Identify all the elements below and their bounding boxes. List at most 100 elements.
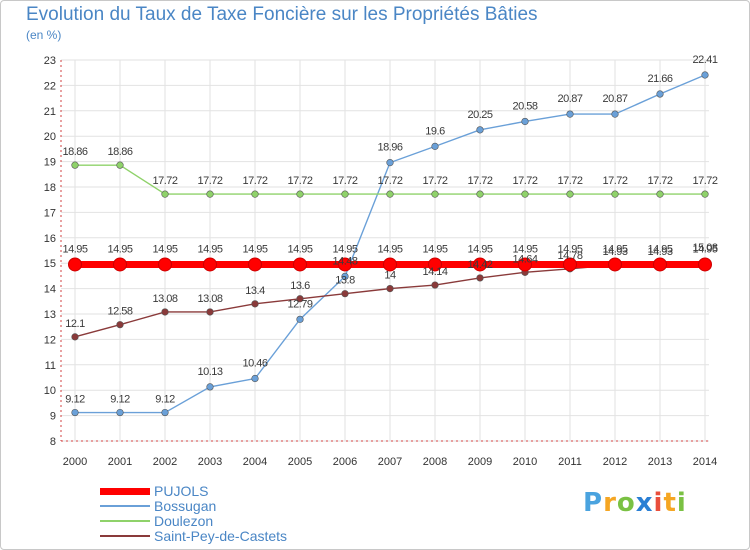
- data-point: [68, 257, 82, 272]
- data-label: 14.95: [602, 243, 627, 255]
- data-point: [248, 257, 262, 272]
- logo-letter: t: [663, 488, 677, 518]
- logo-letter: P: [583, 488, 604, 518]
- data-point: [428, 257, 442, 272]
- logo-letter: r: [603, 488, 617, 518]
- data-label: 17.72: [512, 175, 537, 187]
- data-point: [473, 257, 487, 272]
- legend-swatch-doulezon: [100, 520, 150, 522]
- data-point: [161, 308, 169, 316]
- data-point: [386, 190, 394, 198]
- data-point: [338, 257, 352, 272]
- data-label: 13.4: [245, 285, 265, 297]
- data-label: 14.95: [512, 243, 537, 255]
- data-label: 14.95: [62, 243, 87, 255]
- logo-letter: i: [676, 488, 687, 518]
- data-point: [251, 300, 259, 308]
- data-label: 14.95: [152, 243, 177, 255]
- data-label: 12.1: [65, 318, 85, 330]
- data-label: 12.58: [107, 306, 132, 318]
- x-tick-label: 2003: [198, 456, 222, 468]
- x-tick-label: 2004: [243, 456, 267, 468]
- logo-letter: i: [653, 488, 664, 518]
- data-point: [251, 374, 259, 383]
- data-label: 17.72: [557, 175, 582, 187]
- data-point: [611, 110, 619, 118]
- data-point: [203, 257, 217, 272]
- legend-swatch-pujols: [100, 488, 150, 495]
- data-point: [206, 190, 214, 198]
- x-tick-label: 2002: [153, 456, 177, 468]
- logo-letter: x: [635, 488, 654, 518]
- x-tick-label: 2013: [648, 456, 672, 468]
- data-point: [431, 281, 439, 289]
- y-tick-label: 13: [44, 309, 56, 321]
- data-label: 14.95: [557, 243, 582, 255]
- data-point: [698, 257, 712, 272]
- data-label: 18.86: [62, 146, 87, 158]
- data-label: 14.95: [467, 243, 492, 255]
- data-point: [116, 321, 124, 329]
- data-label: 13.6: [290, 280, 310, 292]
- data-point: [563, 257, 577, 272]
- legend-swatch-saint-pey-de-castets: [100, 535, 150, 537]
- data-label: 14: [384, 270, 396, 282]
- data-label: 17.72: [647, 175, 672, 187]
- data-label: 17.72: [287, 175, 312, 187]
- data-label: 14.48: [332, 255, 357, 267]
- data-point: [293, 257, 307, 272]
- data-label: 18.86: [107, 146, 132, 158]
- y-tick-label: 9: [50, 411, 56, 423]
- y-tick-label: 16: [44, 233, 56, 245]
- y-tick-label: 18: [44, 182, 56, 194]
- data-label: 14.95: [332, 243, 357, 255]
- chart-title: Evolution du Taux de Taxe Foncière sur l…: [26, 4, 538, 25]
- data-label: 14.95: [692, 243, 717, 255]
- data-point: [161, 408, 169, 417]
- data-point: [386, 159, 394, 167]
- data-label: 17.72: [467, 175, 492, 187]
- data-label: 14.95: [242, 243, 267, 255]
- legend-label-bossugan: Bossugan: [154, 498, 217, 514]
- legend-label-doulezon: Doulezon: [154, 513, 214, 529]
- data-label: 17.72: [692, 175, 717, 187]
- legend-label-pujols: PUJOLS: [154, 483, 209, 499]
- data-label: 20.58: [512, 100, 537, 112]
- data-point: [431, 142, 439, 150]
- data-label: 17.72: [377, 175, 402, 187]
- data-point: [161, 190, 169, 198]
- data-label: 14.95: [647, 243, 672, 255]
- grid-layer: [61, 59, 709, 442]
- data-point: [566, 190, 574, 198]
- data-point: [296, 190, 304, 198]
- data-label: 17.72: [332, 175, 357, 187]
- legend-label-saint-pey-de-castets: Saint-Pey-de-Castets: [154, 528, 288, 544]
- y-tick-label: 12: [44, 334, 56, 346]
- x-tick-label: 2010: [513, 456, 537, 468]
- y-tick-label: 14: [44, 284, 56, 296]
- data-point: [566, 110, 574, 118]
- data-point: [296, 315, 304, 323]
- y-tick-label: 22: [44, 80, 56, 92]
- data-point: [656, 90, 664, 98]
- data-point: [386, 285, 394, 293]
- data-point: [116, 408, 124, 417]
- data-point: [71, 161, 79, 169]
- x-tick-label: 2009: [468, 456, 492, 468]
- data-label: 17.72: [242, 175, 267, 187]
- data-label: 9.12: [110, 394, 130, 406]
- y-tick-label: 17: [44, 207, 56, 219]
- y-tick-label: 23: [44, 55, 56, 67]
- data-point: [71, 408, 79, 417]
- data-label: 13.8: [335, 275, 355, 287]
- data-label: 20.87: [557, 93, 582, 105]
- data-point: [476, 190, 484, 198]
- x-tick-label: 2008: [423, 456, 447, 468]
- data-point: [113, 257, 127, 272]
- data-point: [521, 117, 529, 126]
- data-label: 21.66: [647, 73, 672, 85]
- proxiti-logo: Proxiti: [583, 488, 687, 518]
- data-label: 14.95: [287, 243, 312, 255]
- data-label: 14.95: [377, 243, 402, 255]
